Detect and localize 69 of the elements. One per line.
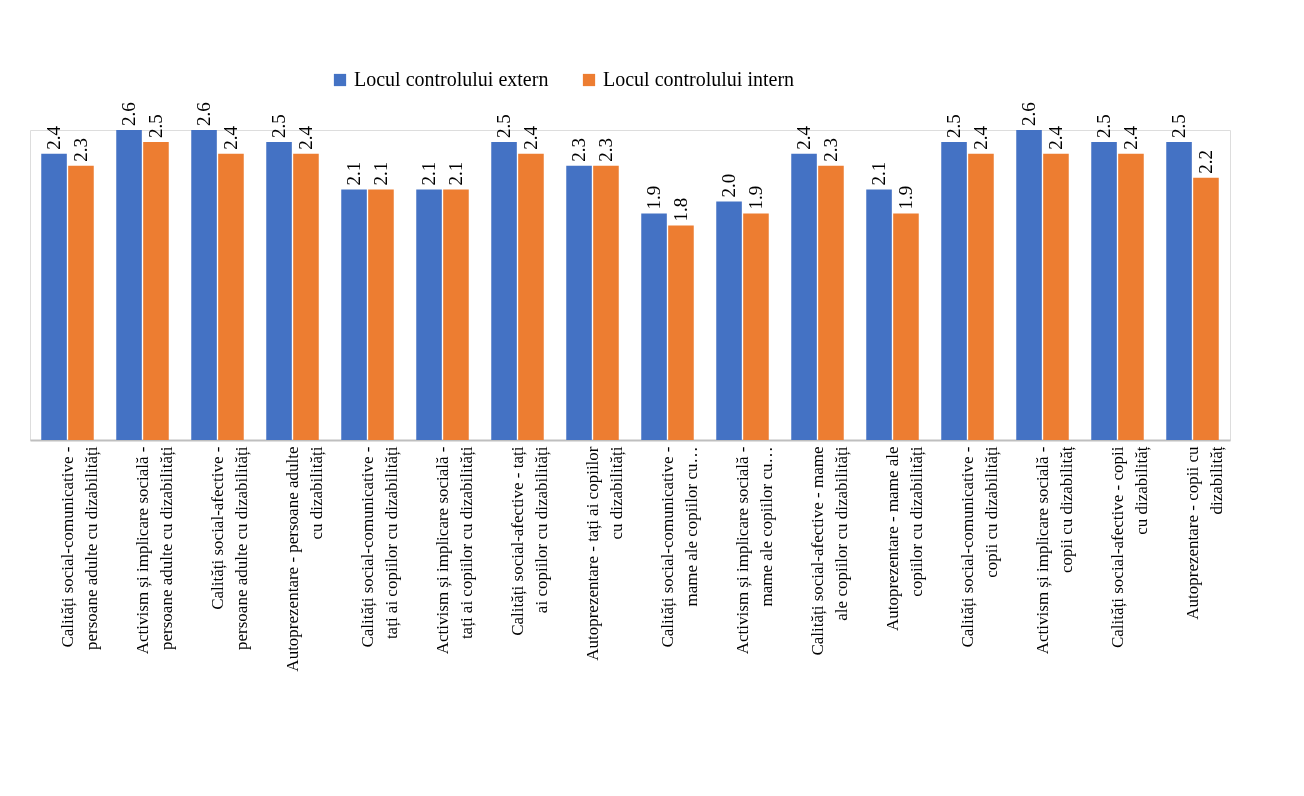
bar xyxy=(1118,153,1144,440)
data-label: 2.0 xyxy=(718,173,740,198)
bar xyxy=(743,213,769,440)
data-label: 2.6 xyxy=(1018,102,1040,126)
data-label: 2.5 xyxy=(493,114,515,138)
bar xyxy=(1043,153,1069,440)
data-label: 2.3 xyxy=(568,138,590,162)
data-label: 2.5 xyxy=(1168,114,1190,138)
data-label: 2.4 xyxy=(793,125,815,150)
data-label: 2.5 xyxy=(268,114,290,138)
bar xyxy=(218,153,244,440)
data-label: 2.1 xyxy=(418,161,440,186)
bar xyxy=(1166,141,1192,440)
data-label: 1.8 xyxy=(669,197,691,222)
data-label: 2.1 xyxy=(343,161,365,186)
data-label: 1.9 xyxy=(643,185,665,210)
bar xyxy=(791,153,817,440)
bar xyxy=(668,225,694,440)
legend-label: Locul controlului intern xyxy=(603,68,795,90)
data-label: 2.5 xyxy=(1093,114,1115,138)
data-label: 2.2 xyxy=(1194,149,1216,174)
bar xyxy=(491,141,517,440)
bar xyxy=(941,141,967,440)
data-label: 2.1 xyxy=(444,161,466,186)
bar xyxy=(968,153,994,440)
bar xyxy=(593,165,619,440)
bar xyxy=(866,189,892,440)
data-label: 2.3 xyxy=(819,138,841,162)
data-label: 2.1 xyxy=(369,161,391,186)
bar xyxy=(893,213,919,440)
data-label: 2.6 xyxy=(118,102,140,126)
bar xyxy=(443,189,469,440)
bar xyxy=(641,213,667,440)
data-label: 2.4 xyxy=(1119,125,1141,150)
data-label: 2.3 xyxy=(69,138,91,162)
x-tick-label: Activism și implicare socială - mame ale copiilor cu… xyxy=(732,446,776,655)
bar xyxy=(41,153,67,440)
bar xyxy=(1091,141,1117,440)
bar xyxy=(1016,130,1042,440)
bar xyxy=(68,165,94,440)
data-label: 2.5 xyxy=(144,114,166,138)
data-label: 2.4 xyxy=(43,125,65,150)
bar xyxy=(143,141,169,440)
data-label: 2.4 xyxy=(219,125,241,150)
data-label: 2.1 xyxy=(868,161,890,186)
bar xyxy=(116,130,142,440)
bar xyxy=(293,153,319,440)
data-label: 2.3 xyxy=(594,138,616,162)
data-label: 2.4 xyxy=(1044,125,1066,150)
x-tick-label: Calități social-comunicative - mame ale copiilor cu… xyxy=(657,446,701,648)
bar xyxy=(266,141,292,440)
data-label: 2.6 xyxy=(193,102,215,126)
data-label: 2.4 xyxy=(294,125,316,150)
data-label: 2.4 xyxy=(969,125,991,150)
data-label: 1.9 xyxy=(744,185,766,210)
bar xyxy=(518,153,544,440)
bar xyxy=(566,165,592,440)
data-label: 2.4 xyxy=(519,125,541,150)
data-label: 2.5 xyxy=(943,114,965,138)
bar xyxy=(818,165,844,440)
bar xyxy=(716,201,742,440)
data-label: 1.9 xyxy=(894,185,916,210)
bar xyxy=(416,189,442,440)
bar xyxy=(368,189,394,440)
bar xyxy=(1193,177,1219,440)
legend-label: Locul controlului extern xyxy=(354,68,549,90)
bar xyxy=(191,130,217,440)
x-tick-label: Calități social-comunicative - persoane adulte cu dizabilități xyxy=(57,446,101,650)
bar xyxy=(341,189,367,440)
